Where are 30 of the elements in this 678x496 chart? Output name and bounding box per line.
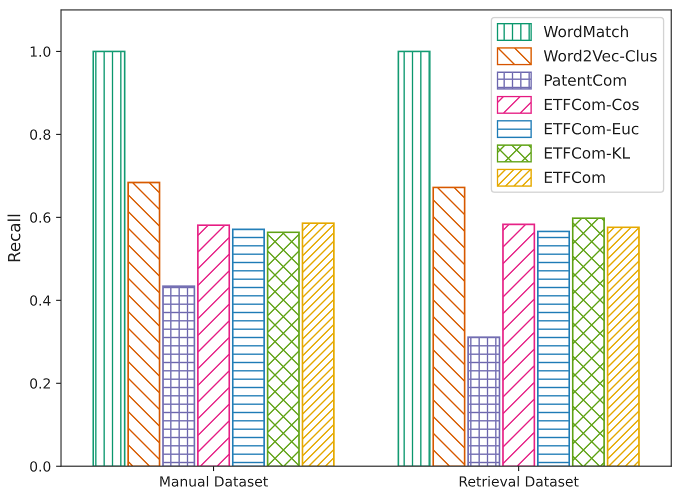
y-tick-label: 0.0 [30, 461, 50, 472]
legend-label: ETFCom-Cos [544, 98, 639, 110]
bar [232, 228, 265, 466]
bar [432, 186, 466, 466]
bar [162, 285, 196, 466]
y-axis-title: Recall [8, 214, 20, 262]
bar [197, 224, 230, 466]
bar [467, 336, 500, 466]
bar [502, 224, 536, 466]
bar [302, 222, 335, 466]
x-tick-label: Manual Dataset [160, 476, 268, 487]
bar [266, 231, 300, 466]
bar [606, 226, 640, 466]
legend-label: ETFCom-Euc [544, 122, 638, 134]
x-tick-label: Retrieval Dataset [460, 476, 579, 487]
legend-label: WordMatch [544, 26, 628, 38]
legend-label: ETFCom [544, 172, 605, 184]
y-tick-label: 0.8 [30, 129, 50, 140]
legend-label: ETFCom-KL [544, 147, 630, 159]
bar [127, 182, 160, 466]
legend-label: PatentCom [544, 74, 626, 86]
y-tick-label: 0.6 [30, 212, 50, 223]
bar [398, 50, 431, 466]
y-tick-label: 1.0 [30, 46, 50, 57]
bar [92, 50, 126, 466]
y-tick-label: 0.2 [30, 378, 50, 389]
y-tick-label: 0.4 [30, 295, 51, 306]
bar [537, 230, 570, 466]
legend-label: Word2Vec-Clus [544, 50, 657, 62]
bar [572, 217, 605, 466]
